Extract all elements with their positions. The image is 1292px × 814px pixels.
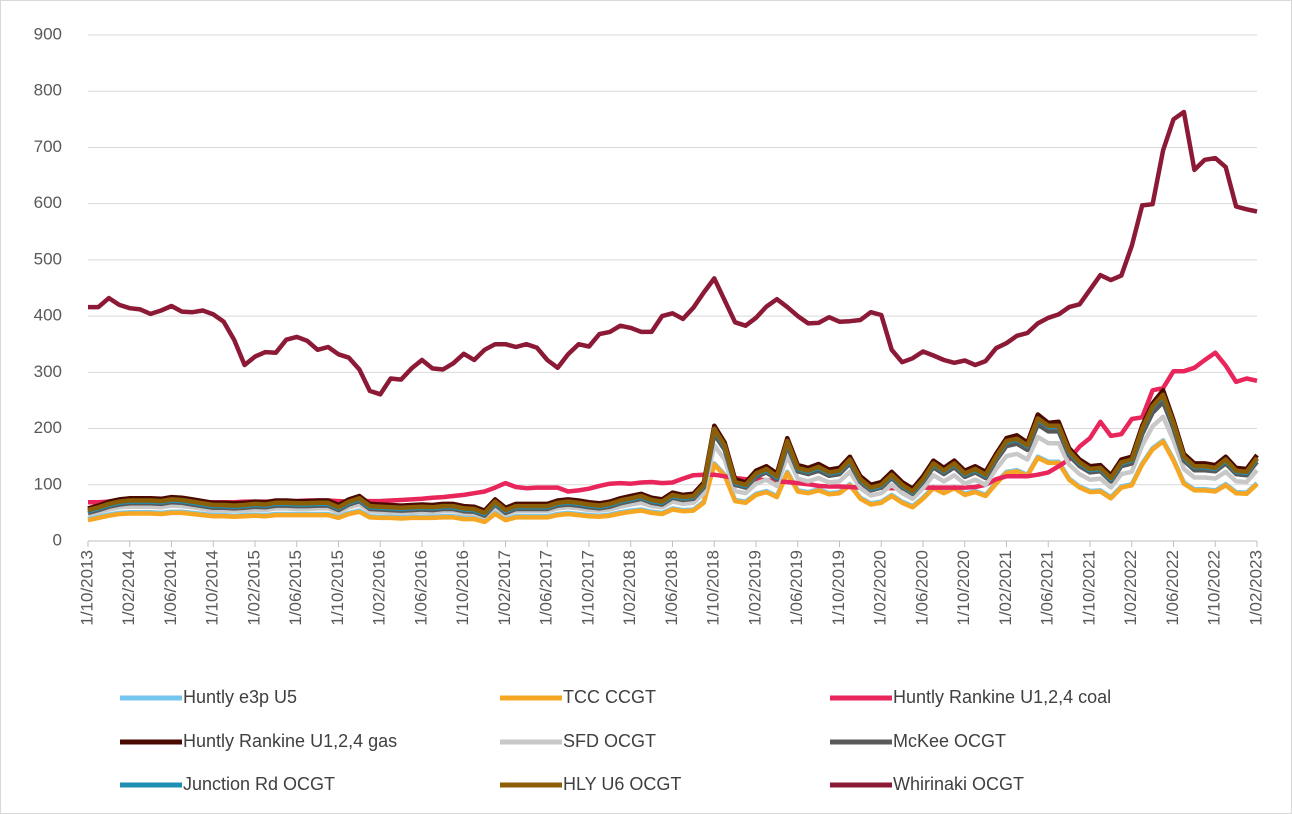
y-tick-label: 800	[34, 81, 62, 100]
x-tick-label: 1/10/2016	[453, 550, 472, 626]
x-tick-label: 1/06/2015	[286, 550, 305, 626]
y-tick-label: 400	[34, 306, 62, 325]
x-tick-label: 1/06/2014	[161, 550, 180, 626]
legend-label: Whirinaki OCGT	[893, 774, 1024, 794]
x-tick-label: 1/10/2020	[954, 550, 973, 626]
legend-label: Huntly e3p U5	[183, 687, 297, 707]
y-tick-label: 900	[34, 24, 62, 43]
line	[87, 439, 1259, 525]
x-tick-label: 1/02/2018	[620, 550, 639, 626]
legend-label: SFD OCGT	[563, 731, 656, 751]
x-tick-label: 1/02/2020	[871, 550, 890, 626]
x-tick-label: 1/02/2021	[996, 550, 1015, 626]
x-tick-label: 1/02/2017	[495, 550, 514, 626]
x-tick-label: 1/06/2019	[787, 550, 806, 626]
y-tick-label: 600	[34, 193, 62, 212]
y-tick-label: 300	[34, 362, 62, 381]
x-tick-label: 1/02/2014	[119, 550, 138, 626]
x-tick-label: 1/02/2016	[370, 550, 389, 626]
x-tick-label: 1/10/2014	[203, 550, 222, 626]
line	[87, 414, 1259, 520]
x-tick-label: 1/06/2016	[411, 550, 430, 626]
x-tick-label: 1/02/2023	[1246, 550, 1265, 626]
x-tick-label: 1/10/2019	[829, 550, 848, 626]
x-tick-label: 1/10/2018	[704, 550, 723, 626]
x-tick-label: 1/10/2017	[578, 550, 597, 626]
x-tick-label: 1/06/2020	[912, 550, 931, 626]
legend-label: TCC CCGT	[563, 687, 656, 707]
x-tick-label: 1/06/2022	[1163, 550, 1182, 626]
y-tick-label: 700	[34, 137, 62, 156]
x-tick-label: 1/02/2019	[745, 550, 764, 626]
line	[88, 109, 1258, 397]
x-tick-label: 1/10/2015	[328, 550, 347, 626]
x-tick-label: 1/06/2018	[662, 550, 681, 626]
y-tick-label: 100	[34, 474, 62, 493]
x-tick-label: 1/02/2022	[1121, 550, 1140, 626]
x-tick-label: 1/10/2013	[77, 550, 96, 626]
legend-label: McKee OCGT	[893, 731, 1006, 751]
y-tick-label: 200	[34, 418, 62, 437]
x-tick-label: 1/06/2017	[537, 550, 556, 626]
legend-label: Junction Rd OCGT	[183, 774, 335, 794]
x-tick-label: 1/10/2021	[1079, 550, 1098, 626]
x-tick-label: 1/10/2022	[1205, 550, 1224, 626]
y-tick-label: 500	[34, 249, 62, 268]
legend-label: HLY U6 OCGT	[563, 774, 681, 794]
x-tick-label: 1/06/2021	[1038, 550, 1057, 626]
x-tick-label: 1/02/2015	[244, 550, 263, 626]
legend-label: Huntly Rankine U1,2,4 gas	[183, 731, 397, 751]
line	[87, 392, 1259, 516]
legend-label: Huntly Rankine U1,2,4 coal	[893, 687, 1111, 707]
y-tick-label: 0	[53, 530, 62, 549]
